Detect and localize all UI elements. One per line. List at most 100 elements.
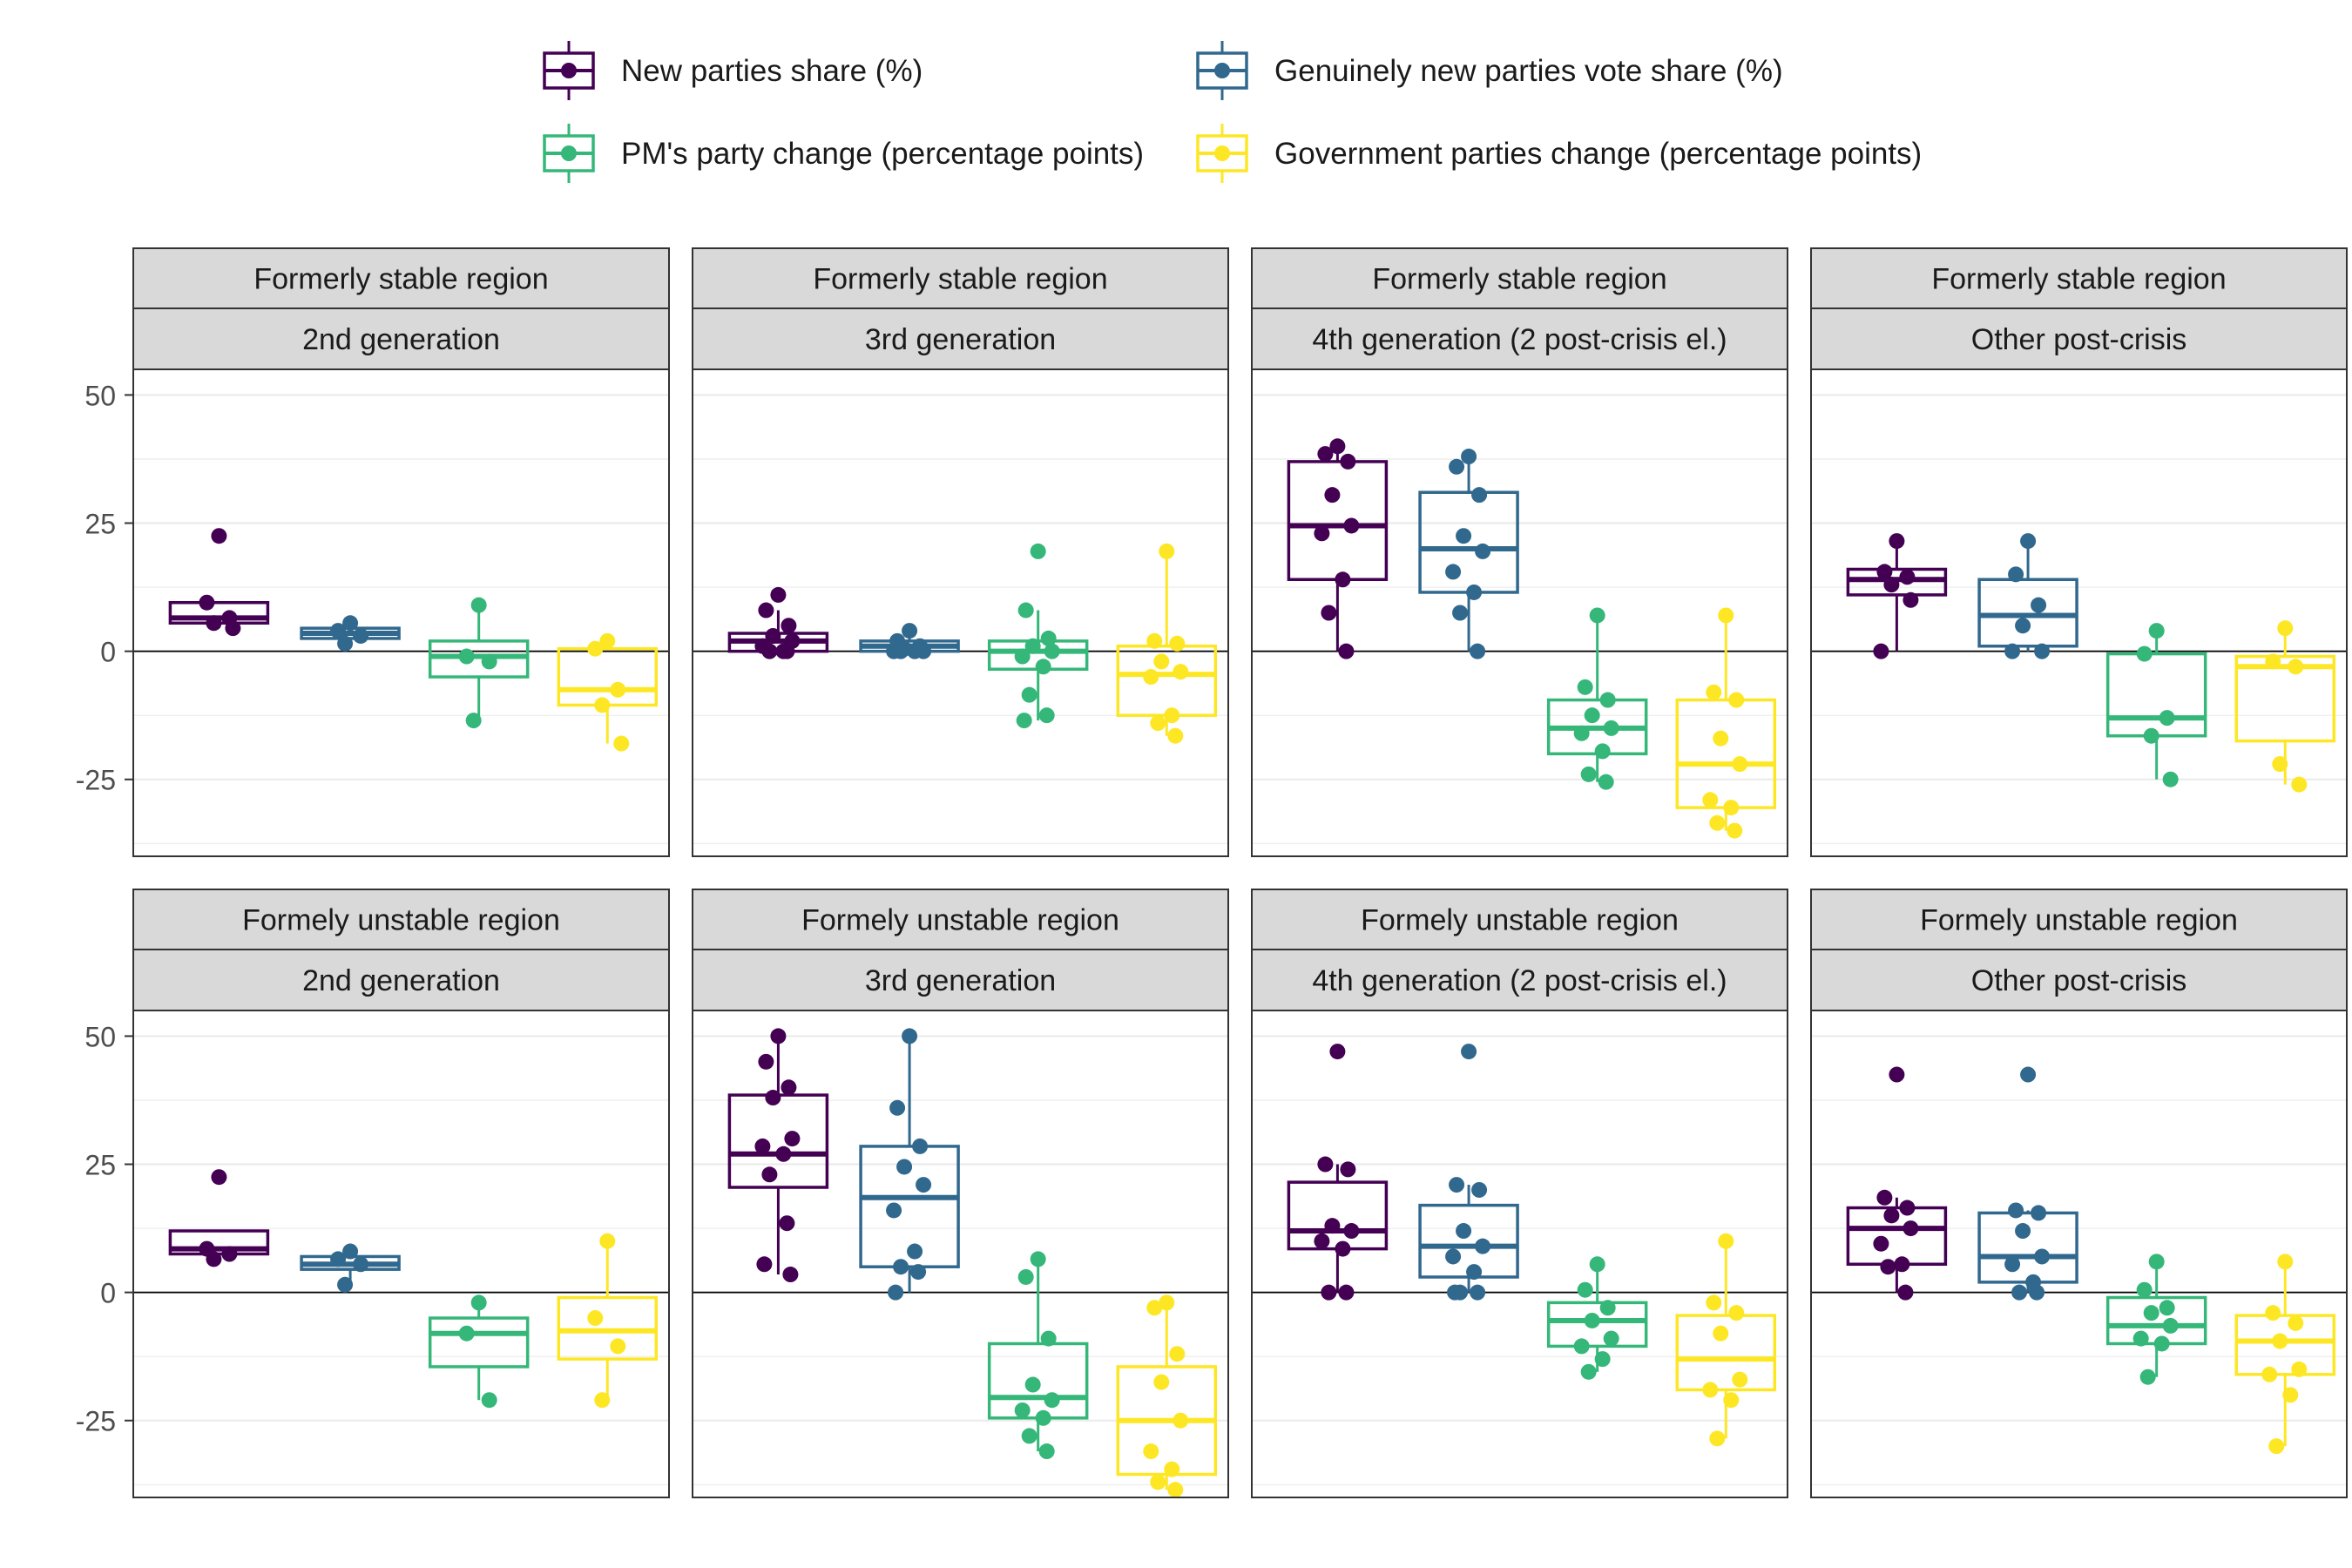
data-point (1040, 630, 1057, 646)
panel-border (1251, 368, 1788, 857)
data-point (1324, 487, 1341, 504)
data-point (1889, 1066, 1905, 1083)
data-point (470, 1294, 487, 1311)
data-point (206, 615, 222, 632)
data-point (1728, 692, 1745, 708)
data-point (1475, 543, 1491, 559)
panel-border (132, 1010, 670, 1498)
y-tick-label: 0 (100, 1278, 116, 1309)
data-point (1456, 1223, 1472, 1240)
data-point (886, 1202, 902, 1219)
box (1977, 1066, 2078, 1301)
data-point (902, 1028, 918, 1044)
strip-region-bg (692, 247, 1229, 309)
data-point (587, 1310, 604, 1327)
legend: New parties share (%) Genuinely new parti… (543, 41, 1922, 183)
data-point (353, 627, 369, 644)
data-point (2265, 1305, 2281, 1321)
data-point (1880, 1259, 1896, 1275)
data-point (1167, 1482, 1184, 1498)
legend-label-3: PM's party change (percentage points) (621, 137, 1144, 171)
data-point (1594, 743, 1611, 760)
data-point (784, 1131, 801, 1147)
data-point (594, 1392, 611, 1409)
data-point (888, 1284, 904, 1301)
data-point (756, 1256, 773, 1273)
data-point (1449, 458, 1465, 475)
data-point (1897, 1284, 1914, 1301)
data-point (2139, 1369, 2156, 1385)
data-point (1452, 605, 1469, 621)
strip-generation-bg (1251, 308, 1788, 370)
data-point (782, 1267, 799, 1283)
box (2234, 1254, 2336, 1455)
data-point (1146, 1300, 1163, 1316)
data-point (1044, 1392, 1060, 1409)
box-iqr (1675, 1314, 1777, 1392)
plot-area (693, 369, 1228, 856)
data-point (758, 602, 774, 618)
data-point (1461, 1044, 1477, 1060)
strip-generation-label: 3rd generation (865, 964, 1056, 997)
strip-generation-bg (1810, 949, 2348, 1011)
box (2234, 620, 2336, 793)
data-point (1169, 1346, 1186, 1362)
data-point (1021, 1428, 1037, 1444)
data-point (1150, 715, 1166, 732)
data-point (2034, 643, 2051, 659)
data-point (1169, 635, 1186, 652)
data-point (337, 635, 354, 652)
data-point (1044, 643, 1060, 659)
legend-key-3-icon (543, 124, 595, 183)
data-point (1603, 1330, 1619, 1347)
box (2105, 1254, 2207, 1385)
data-point (2004, 1256, 2021, 1273)
data-point (1709, 1430, 1726, 1447)
data-point (779, 643, 795, 659)
panel: Formerly stable region 3rd generation (692, 247, 1229, 857)
box-iqr (428, 1316, 530, 1369)
legend-key-point (1214, 145, 1230, 161)
data-point (1903, 591, 1919, 608)
strip-generation-label: 2nd generation (302, 323, 500, 356)
box-iqr (2234, 1314, 2336, 1376)
data-point (1475, 1238, 1491, 1254)
legend-key-4-icon (1196, 124, 1248, 183)
data-point (2277, 620, 2294, 637)
data-point (1335, 1240, 1351, 1257)
strip-region-bg (1810, 889, 2348, 950)
data-point (1146, 632, 1163, 649)
plot-area (693, 1010, 1228, 1497)
y-tick-label: 50 (84, 1021, 116, 1052)
panel: Formely unstable region 4th generation (2… (1251, 889, 1788, 1498)
box (987, 1251, 1089, 1460)
strip-region-bg (692, 889, 1229, 950)
box (300, 1243, 401, 1293)
data-point (1873, 643, 1889, 659)
legend-key-1-icon (543, 41, 595, 100)
data-point (211, 1169, 227, 1186)
strip-region-label: Formely unstable region (801, 904, 1119, 937)
data-point (1338, 643, 1355, 659)
legend-item: Genuinely new parties vote share (%) (1196, 41, 1783, 100)
panel: Formely unstable region 2nd generation -25… (76, 889, 670, 1498)
data-point (893, 1259, 909, 1275)
data-point (2011, 1284, 2028, 1301)
data-point (1577, 679, 1593, 695)
data-point (610, 681, 626, 698)
data-point (1732, 756, 1748, 773)
data-point (465, 713, 482, 729)
data-point (1143, 1443, 1159, 1460)
legend-key-point (561, 63, 577, 78)
panel: Formely unstable region Other post-crisis (1810, 889, 2348, 1498)
data-point (1584, 1312, 1600, 1328)
data-point (770, 586, 787, 603)
box (428, 1294, 530, 1409)
data-point (1589, 607, 1605, 624)
box-iqr (2234, 654, 2336, 743)
data-point (1167, 727, 1184, 744)
strip-generation-label: 4th generation (2 post-crisis el.) (1312, 964, 1727, 997)
data-point (587, 640, 604, 657)
y-tick-label: 50 (84, 380, 116, 411)
